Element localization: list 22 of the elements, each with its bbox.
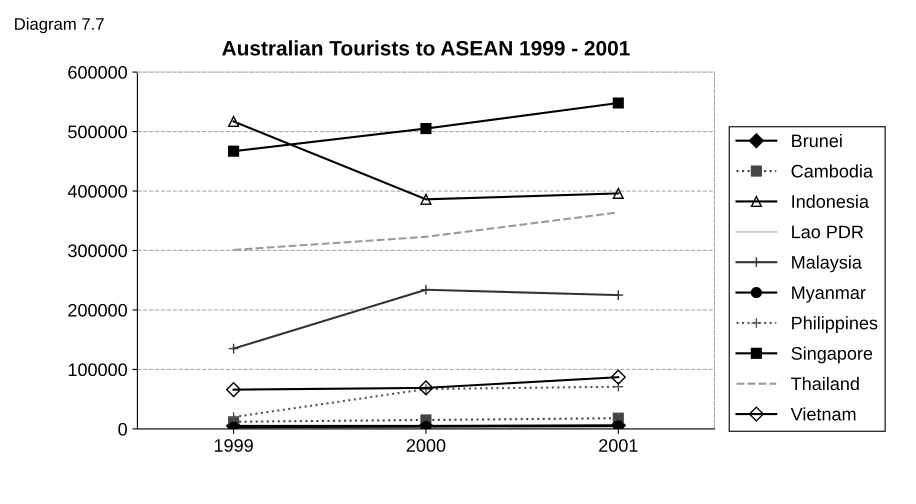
legend-label: Malaysia <box>792 255 862 272</box>
y-tick-label: 0 <box>118 422 127 436</box>
y-tick-label: 600000 <box>68 66 127 79</box>
text: Diagram 7.7 <box>15 18 104 34</box>
legend-label: Brunei <box>792 134 842 148</box>
legend-label: Indonesia <box>792 194 869 208</box>
y-tick-label: 300000 <box>68 244 127 258</box>
legend-label: Lao PDR <box>792 226 864 238</box>
legend-label: Philippines <box>792 316 878 334</box>
y-tick-label: 200000 <box>68 304 127 317</box>
legend-label: Singapore <box>791 346 872 364</box>
chart-title: Australian Tourists to ASEAN 1999 - 2001 <box>222 40 630 56</box>
y-tick-label: 500000 <box>68 125 127 138</box>
legend-label: Vietnam <box>790 407 856 421</box>
x-tick-label: 1999 <box>214 439 253 452</box>
y-tick-label: 100000 <box>68 363 127 376</box>
legend-label: Thailand <box>791 376 859 390</box>
legend-label: Cambodia <box>792 164 873 178</box>
x-tick-label: 2000 <box>406 439 446 452</box>
x-tick-label: 2001 <box>599 439 638 452</box>
y-tick-label: 400000 <box>68 184 127 198</box>
legend-label: Myanmar <box>792 286 866 303</box>
